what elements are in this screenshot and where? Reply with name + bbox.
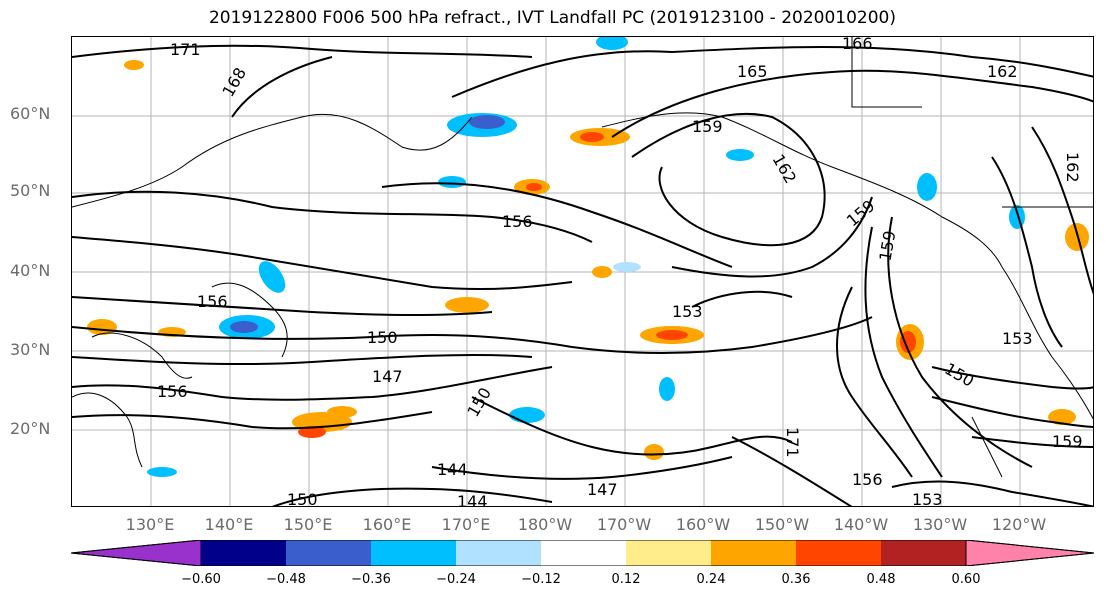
contour-label: 153 — [672, 302, 703, 321]
contour-label: 156 — [502, 212, 533, 231]
contour-label: 171 — [783, 427, 802, 458]
lat-label-50n: 50°N — [10, 181, 51, 200]
colorbar-tick: −0.60 — [181, 572, 221, 587]
contour-label: 159 — [843, 196, 879, 230]
colorbar-segment-max — [965, 540, 1095, 566]
lon-label-140e: 140°E — [204, 515, 254, 534]
contour-label: 150 — [367, 328, 398, 347]
contour-label: 162 — [769, 151, 801, 187]
colorbar-tick: 0.36 — [781, 572, 811, 587]
colorbar-tick: −0.12 — [521, 572, 561, 587]
lon-label-160w: 160°W — [675, 515, 731, 534]
colorbar-tick: 0.24 — [696, 572, 726, 587]
map-title: 2019122800 F006 500 hPa refract., IVT La… — [208, 8, 896, 28]
contour-label: 153 — [1002, 329, 1033, 348]
lat-label-40n: 40°N — [10, 261, 51, 280]
gridlines — [72, 37, 1093, 506]
colorbar-segment — [796, 540, 881, 566]
contour-label: 147 — [587, 480, 618, 499]
contour-label: 159 — [1052, 432, 1083, 451]
contour-label: 156 — [157, 382, 188, 401]
contour-label: 162 — [987, 62, 1018, 81]
contour-label: 165 — [737, 62, 768, 81]
colorbar — [71, 540, 1095, 566]
colorbar-tick: 0.48 — [866, 572, 896, 587]
contour-label: 156 — [197, 292, 228, 311]
contour-label: 168 — [218, 64, 250, 100]
lon-label-150w: 150°W — [754, 515, 810, 534]
contour-label: 166 — [842, 37, 873, 53]
lat-label-60n: 60°N — [10, 104, 51, 123]
colorbar-segment — [626, 540, 711, 566]
colorbar-tick: −0.24 — [436, 572, 476, 587]
lon-label-170w: 170°W — [596, 515, 652, 534]
colorbar-tick: 0.60 — [951, 572, 981, 587]
contour-label: 144 — [457, 492, 488, 507]
lon-label-180w: 180°W — [517, 515, 573, 534]
colorbar-segment — [541, 540, 626, 566]
lon-label-150e: 150°E — [283, 515, 333, 534]
lon-label-120w: 120°W — [991, 515, 1047, 534]
contour-label: 159 — [692, 117, 723, 136]
lon-label-130e: 130°E — [125, 515, 175, 534]
colorbar-tick: −0.36 — [351, 572, 391, 587]
contour-label: 150 — [463, 384, 495, 420]
lon-label-170e: 170°E — [441, 515, 491, 534]
lat-label-20n: 20°N — [10, 419, 51, 438]
contour-label: 144 — [437, 460, 468, 479]
colorbar-segment-min — [71, 540, 202, 566]
map-panel: 171 168 166 165 162 159 162 162 156 159 … — [71, 36, 1094, 507]
map-svg: 171 168 166 165 162 159 162 162 156 159 … — [72, 37, 1093, 507]
lon-label-140w: 140°W — [833, 515, 889, 534]
colorbar-tick: 0.12 — [611, 572, 641, 587]
contour-label: 156 — [852, 470, 883, 489]
colorbar-segment — [201, 540, 286, 566]
colorbar-segment — [711, 540, 796, 566]
contour-label: 147 — [372, 367, 403, 386]
contour-label-group: 171 168 166 165 162 159 162 162 156 159 … — [157, 37, 1083, 507]
colorbar-tick: −0.48 — [266, 572, 306, 587]
anomaly-shading — [87, 37, 1089, 477]
lat-label-30n: 30°N — [10, 340, 51, 359]
contour-label: 162 — [1063, 152, 1082, 183]
colorbar-segment — [286, 540, 371, 566]
colorbar-segment — [881, 540, 966, 566]
contour-label: 171 — [170, 40, 201, 59]
contour-label: 159 — [875, 229, 899, 262]
lon-label-160e: 160°E — [362, 515, 412, 534]
contour-label: 150 — [287, 490, 318, 507]
contour-label: 150 — [941, 359, 977, 391]
contour-lines — [72, 44, 1093, 506]
coastlines — [72, 37, 1093, 478]
contour-label: 153 — [912, 490, 943, 507]
colorbar-segment — [371, 540, 456, 566]
lon-label-130w: 130°W — [912, 515, 968, 534]
colorbar-segment — [456, 540, 541, 566]
